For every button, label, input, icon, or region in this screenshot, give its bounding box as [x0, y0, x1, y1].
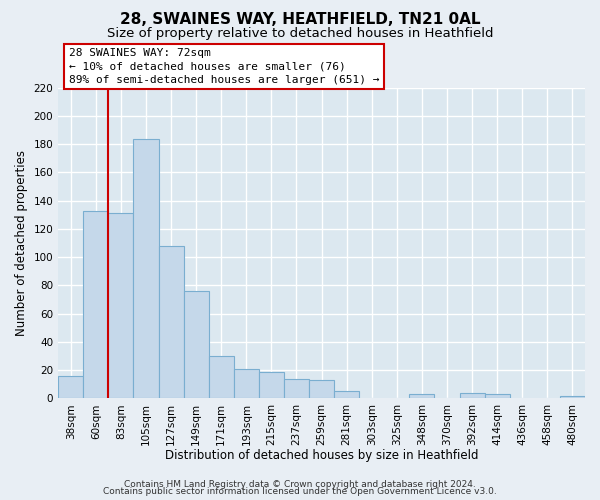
Bar: [184, 291, 209, 399]
Bar: [409, 394, 434, 398]
Bar: [234, 368, 259, 398]
Text: 28, SWAINES WAY, HEATHFIELD, TN21 0AL: 28, SWAINES WAY, HEATHFIELD, TN21 0AL: [120, 12, 480, 28]
Bar: [560, 396, 585, 398]
Bar: [209, 356, 234, 399]
Bar: [158, 246, 184, 398]
Bar: [133, 138, 158, 398]
Bar: [485, 394, 510, 398]
Bar: [58, 376, 83, 398]
Bar: [334, 392, 359, 398]
Text: 28 SWAINES WAY: 72sqm
← 10% of detached houses are smaller (76)
89% of semi-deta: 28 SWAINES WAY: 72sqm ← 10% of detached …: [69, 48, 379, 84]
X-axis label: Distribution of detached houses by size in Heathfield: Distribution of detached houses by size …: [165, 450, 478, 462]
Bar: [284, 378, 309, 398]
Bar: [109, 214, 133, 398]
Bar: [309, 380, 334, 398]
Bar: [259, 372, 284, 398]
Text: Contains public sector information licensed under the Open Government Licence v3: Contains public sector information licen…: [103, 487, 497, 496]
Bar: [83, 210, 109, 398]
Y-axis label: Number of detached properties: Number of detached properties: [15, 150, 28, 336]
Bar: [460, 392, 485, 398]
Text: Size of property relative to detached houses in Heathfield: Size of property relative to detached ho…: [107, 28, 493, 40]
Text: Contains HM Land Registry data © Crown copyright and database right 2024.: Contains HM Land Registry data © Crown c…: [124, 480, 476, 489]
